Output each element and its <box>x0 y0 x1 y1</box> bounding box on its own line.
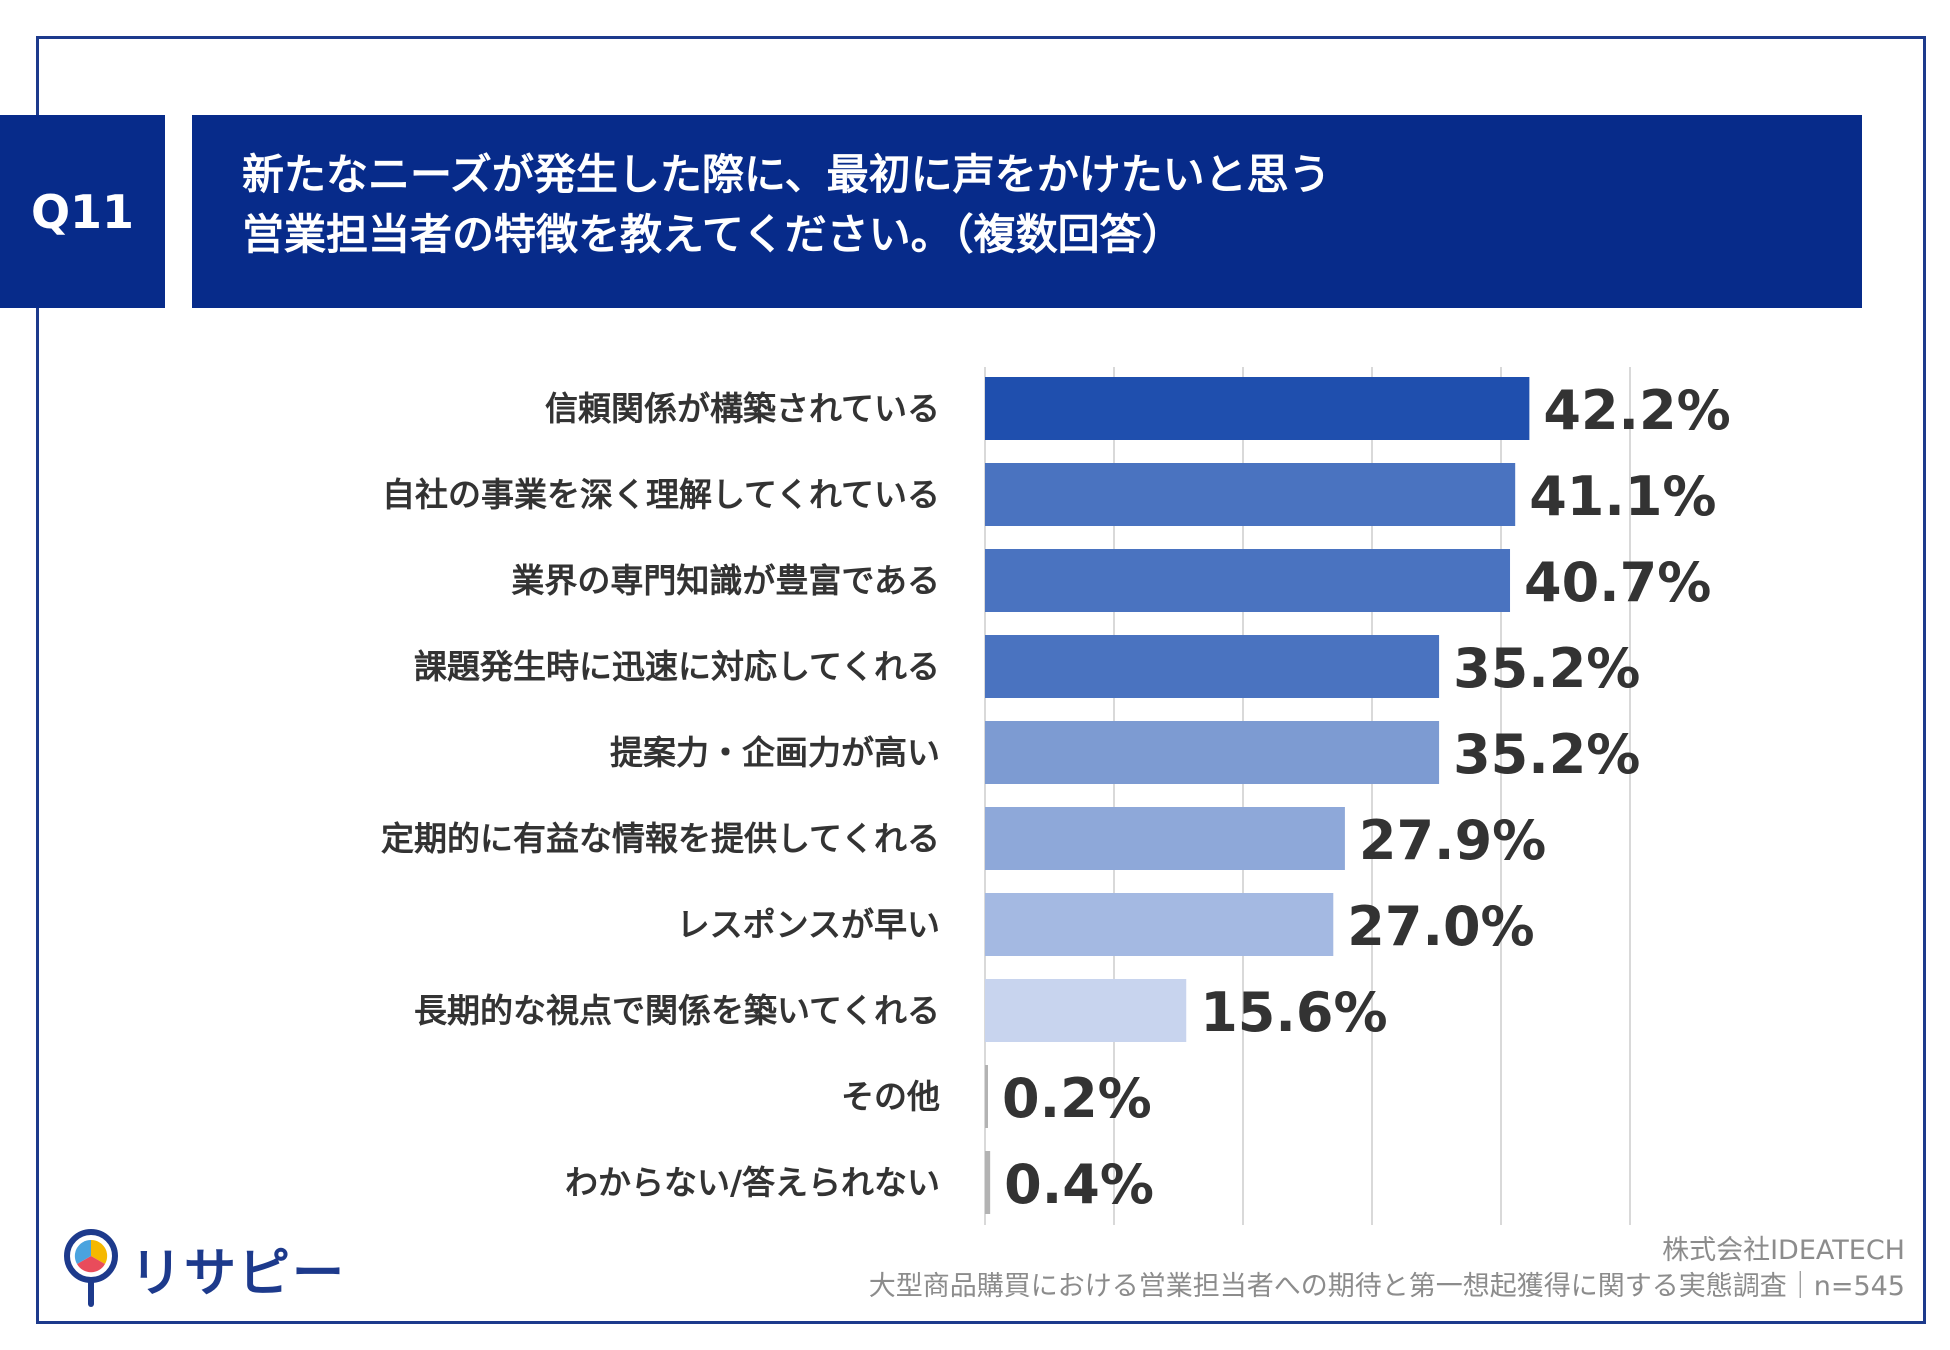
category-label: 定期的に有益な情報を提供してくれる <box>381 819 940 858</box>
category-label: その他 <box>841 1077 940 1116</box>
question-badge: Q11 <box>0 115 165 308</box>
category-label: 提案力・企画力が高い <box>610 733 940 772</box>
value-label: 0.4% <box>1004 1153 1154 1216</box>
footer-company: 株式会社IDEATECH <box>1662 1235 1905 1266</box>
value-label: 35.2% <box>1453 637 1640 700</box>
category-label: レスポンスが早い <box>677 905 940 944</box>
risapi-logo-text: リサピー <box>130 1243 347 1304</box>
category-label: 課題発生時に迅速に対応してくれる <box>414 647 940 686</box>
bar <box>985 463 1516 526</box>
bar <box>985 807 1345 870</box>
value-label: 0.2% <box>1002 1067 1152 1130</box>
risapi-logo-icon <box>64 1229 118 1307</box>
bar <box>985 1151 991 1214</box>
question-title-line-2: 営業担当者の特徴を教えてください。（複数回答） <box>242 210 1184 259</box>
category-label: 信頼関係が構築されている <box>545 389 940 428</box>
bar <box>985 1065 988 1128</box>
question-title-line-1: 新たなニーズが発生した際に、最初に声をかけたいと思う <box>242 150 1331 199</box>
category-label: 長期的な視点で関係を築いてくれる <box>414 991 940 1030</box>
bar <box>985 549 1511 612</box>
question-title: 新たなニーズが発生した際に、最初に声をかけたいと思う 営業担当者の特徴を教えてく… <box>192 115 1862 308</box>
bar <box>985 721 1440 784</box>
outer-frame <box>36 36 1926 1324</box>
bar <box>985 377 1530 440</box>
bar <box>985 635 1440 698</box>
bar <box>985 979 1187 1042</box>
value-label: 40.7% <box>1524 551 1711 614</box>
footer-survey: 大型商品購買における営業担当者への期待と第一想起獲得に関する実態調査｜n=545 <box>868 1271 1905 1302</box>
value-label: 42.2% <box>1543 379 1730 442</box>
risapi-logo: リサピー <box>62 1228 346 1308</box>
value-label: 27.9% <box>1359 809 1546 872</box>
value-label: 27.0% <box>1347 895 1534 958</box>
category-label: わからない/答えられない <box>565 1163 940 1202</box>
bar <box>985 893 1334 956</box>
value-label: 35.2% <box>1453 723 1640 786</box>
category-label: 業界の専門知識が豊富である <box>511 561 940 600</box>
bars: 信頼関係が構築されている 42.2% 自社の事業を深く理解してくれている 41.1% 業… <box>381 377 1731 1216</box>
bar-chart: 信頼関係が構築されている 42.2% 自社の事業を深く理解してくれている 41.1% 業… <box>381 367 1731 1225</box>
value-label: 41.1% <box>1529 465 1716 528</box>
value-label: 15.6% <box>1200 981 1387 1044</box>
category-label: 自社の事業を深く理解してくれている <box>382 475 940 514</box>
